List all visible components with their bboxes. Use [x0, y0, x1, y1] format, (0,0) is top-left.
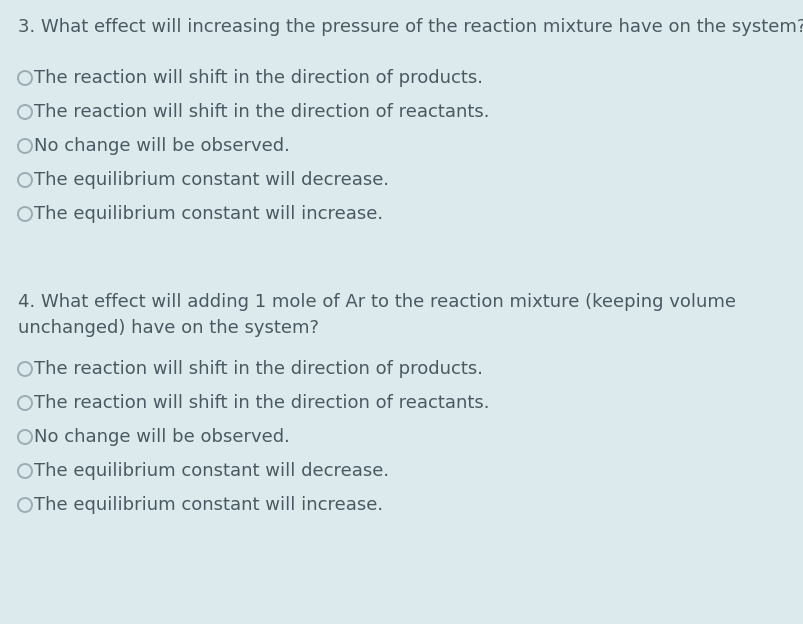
Text: The reaction will shift in the direction of products.: The reaction will shift in the direction…	[34, 69, 483, 87]
Text: The reaction will shift in the direction of products.: The reaction will shift in the direction…	[34, 360, 483, 378]
Text: The equilibrium constant will decrease.: The equilibrium constant will decrease.	[34, 462, 389, 480]
Text: The equilibrium constant will decrease.: The equilibrium constant will decrease.	[34, 171, 389, 189]
Text: No change will be observed.: No change will be observed.	[34, 137, 290, 155]
Text: No change will be observed.: No change will be observed.	[34, 428, 290, 446]
Text: The equilibrium constant will increase.: The equilibrium constant will increase.	[34, 205, 383, 223]
Text: The reaction will shift in the direction of reactants.: The reaction will shift in the direction…	[34, 394, 489, 412]
Text: The reaction will shift in the direction of reactants.: The reaction will shift in the direction…	[34, 103, 489, 121]
Text: unchanged) have on the system?: unchanged) have on the system?	[18, 319, 319, 337]
Text: The equilibrium constant will increase.: The equilibrium constant will increase.	[34, 496, 383, 514]
Text: 4. What effect will adding 1 mole of Ar to the reaction mixture (keeping volume: 4. What effect will adding 1 mole of Ar …	[18, 293, 735, 311]
Text: 3. What effect will increasing the pressure of the reaction mixture have on the : 3. What effect will increasing the press…	[18, 18, 803, 36]
